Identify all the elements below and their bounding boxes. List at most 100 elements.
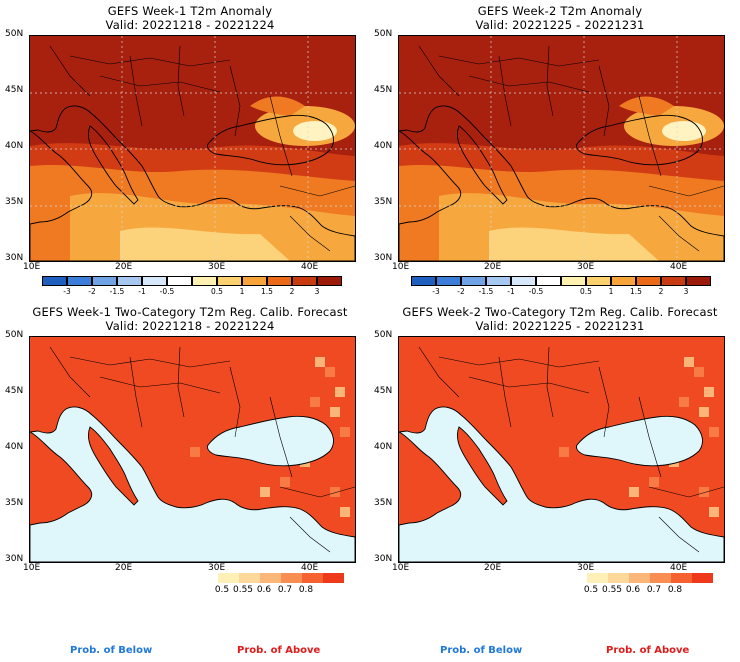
colorbar-swatch xyxy=(686,276,711,286)
panel-valid-dates: Valid: 20221218 - 20221224 xyxy=(105,18,275,32)
lat-tick-label: 40N xyxy=(374,442,393,452)
colorbar-label: 1.5 xyxy=(261,287,273,296)
colorbar-swatch xyxy=(167,276,192,286)
anomaly-blacksea-pale-patch xyxy=(662,121,706,141)
anomaly-map-svg xyxy=(30,36,355,261)
lon-tick-label: 40E xyxy=(301,262,319,272)
country-border xyxy=(598,366,610,438)
colorbar-label: 2 xyxy=(658,287,664,296)
colorbar-swatch xyxy=(411,276,436,286)
colorbar-label: 0.5 xyxy=(583,585,599,595)
colorbar-label: 0.8 xyxy=(298,585,314,595)
colorbar-label: -1.5 xyxy=(109,287,125,296)
prob-patch-cell xyxy=(190,447,200,457)
colorbar-swatch xyxy=(587,573,608,583)
lon-tick-label: 30E xyxy=(577,563,595,573)
country-border xyxy=(648,486,724,498)
prob-patch-cell xyxy=(704,387,714,397)
lat-tick-label: 35N xyxy=(374,498,393,508)
colorbar-swatch xyxy=(536,276,561,286)
colorbar-label: 2 xyxy=(289,287,295,296)
colorbar-swatch xyxy=(267,276,292,286)
country-border xyxy=(177,346,185,418)
country-border xyxy=(279,185,355,197)
panel-title: GEFS Week-2 Two-Category T2m Reg. Calib.… xyxy=(402,305,718,319)
lon-tick-label: 20E xyxy=(115,262,133,272)
colorbar-swatch xyxy=(217,276,242,286)
prob-patch-cell xyxy=(629,487,639,497)
prob-patch-cell xyxy=(335,387,345,397)
colorbar-label: 0.7 xyxy=(277,585,293,595)
anomaly-yellow-band xyxy=(489,227,659,261)
colorbar-swatch xyxy=(218,573,239,583)
colorbar-swatch xyxy=(42,276,67,286)
colorbar-label: 1 xyxy=(608,287,614,296)
anomaly-map-svg xyxy=(399,36,724,261)
black-sea-coastline xyxy=(207,114,334,166)
colorbar-swatch xyxy=(561,276,586,286)
prob-patch-cell xyxy=(694,367,704,377)
country-border xyxy=(129,55,143,127)
colorbar-swatch xyxy=(461,276,486,286)
colorbar-swatch xyxy=(117,276,142,286)
colorbar-label: -2 xyxy=(457,287,465,296)
prob-patch-cell xyxy=(684,357,694,367)
colorbar-label: 0.8 xyxy=(667,585,683,595)
black-sea-coastline xyxy=(576,114,703,166)
colorbar-label: 0.55 xyxy=(232,585,254,595)
lat-tick-label: 50N xyxy=(374,29,393,39)
lat-tick-label: 40N xyxy=(5,141,24,151)
colorbar-swatch xyxy=(511,276,536,286)
lat-tick-label: 35N xyxy=(5,498,24,508)
prob-patch-cell xyxy=(709,427,719,437)
lon-tick-label: 10E xyxy=(392,262,410,272)
panel-title: GEFS Week-1 T2m Anomaly xyxy=(107,4,273,18)
map-week1-anomaly xyxy=(29,35,356,262)
lat-tick-label: 50N xyxy=(5,330,24,340)
country-border xyxy=(69,356,231,368)
country-border xyxy=(546,346,554,418)
colorbar-swatch xyxy=(239,573,260,583)
country-border xyxy=(229,65,241,137)
country-border xyxy=(638,396,662,478)
prob-patch-cell xyxy=(325,367,335,377)
panel-valid-dates: Valid: 20221225 - 20221231 xyxy=(475,18,645,32)
country-border xyxy=(638,95,662,177)
lat-tick-label: 45N xyxy=(374,85,393,95)
colorbar-label: 3 xyxy=(314,287,320,296)
colorbar-swatch xyxy=(671,573,692,583)
prob-patch-cell xyxy=(699,407,709,417)
colorbar-swatch xyxy=(661,276,686,286)
panel-valid-dates: Valid: 20221218 - 20221224 xyxy=(105,319,275,333)
lat-tick-label: 30N xyxy=(5,554,24,564)
anomaly-yellow-band xyxy=(120,227,290,261)
lon-tick-label: 10E xyxy=(23,563,41,573)
country-border xyxy=(99,376,221,394)
colorbar-label: 1.5 xyxy=(630,287,642,296)
panel-valid-dates: Valid: 20221225 - 20221231 xyxy=(475,319,645,333)
country-border xyxy=(177,45,185,117)
colorbar-label: -2 xyxy=(88,287,96,296)
country-border xyxy=(269,396,293,478)
italy-land xyxy=(87,426,139,506)
country-border xyxy=(99,75,221,93)
map-week2-probability xyxy=(398,336,725,563)
colorbar-swatch xyxy=(192,276,217,286)
country-border xyxy=(438,356,600,368)
lat-tick-label: 35N xyxy=(5,197,24,207)
colorbar-swatch xyxy=(142,276,167,286)
colorbar-swatch xyxy=(650,573,671,583)
country-border xyxy=(129,356,143,428)
country-border xyxy=(289,215,331,252)
colorbar-label: 0.55 xyxy=(601,585,623,595)
colorbar-swatch xyxy=(611,276,636,286)
lat-tick-label: 40N xyxy=(374,141,393,151)
country-border xyxy=(229,366,241,438)
lon-tick-label: 40E xyxy=(670,563,688,573)
country-border xyxy=(598,65,610,137)
italy-land xyxy=(456,426,508,506)
black-sea-area xyxy=(207,415,334,467)
lon-tick-label: 10E xyxy=(392,563,410,573)
anomaly-north-orange-patch xyxy=(619,96,674,116)
country-border xyxy=(69,55,231,67)
